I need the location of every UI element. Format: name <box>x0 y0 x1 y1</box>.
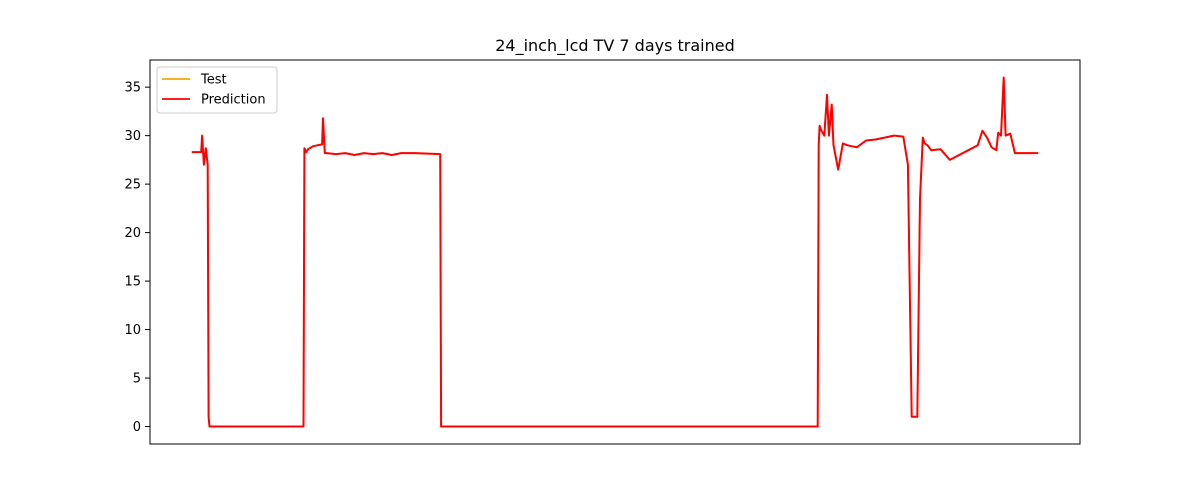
y-tick-label: 0 <box>133 420 141 435</box>
y-tick-label: 30 <box>124 129 141 144</box>
legend-label-prediction: Prediction <box>201 93 266 108</box>
legend: Test Prediction <box>156 66 278 114</box>
y-tick-label: 20 <box>124 226 141 241</box>
plot-frame <box>149 59 1081 445</box>
legend-label-test: Test <box>200 73 227 88</box>
series-line-prediction <box>191 76 1039 428</box>
chart-title: 24_inch_lcd TV 7 days trained <box>495 36 735 56</box>
series-layer <box>191 76 1039 428</box>
y-tick-label: 10 <box>124 323 141 338</box>
y-tick-label: 5 <box>133 372 141 387</box>
y-tick-label: 15 <box>124 275 141 290</box>
y-tick-label: 25 <box>124 178 141 193</box>
y-tick-label: 35 <box>124 81 141 96</box>
y-axis: 0 5 10 15 20 25 30 35 <box>124 81 150 435</box>
